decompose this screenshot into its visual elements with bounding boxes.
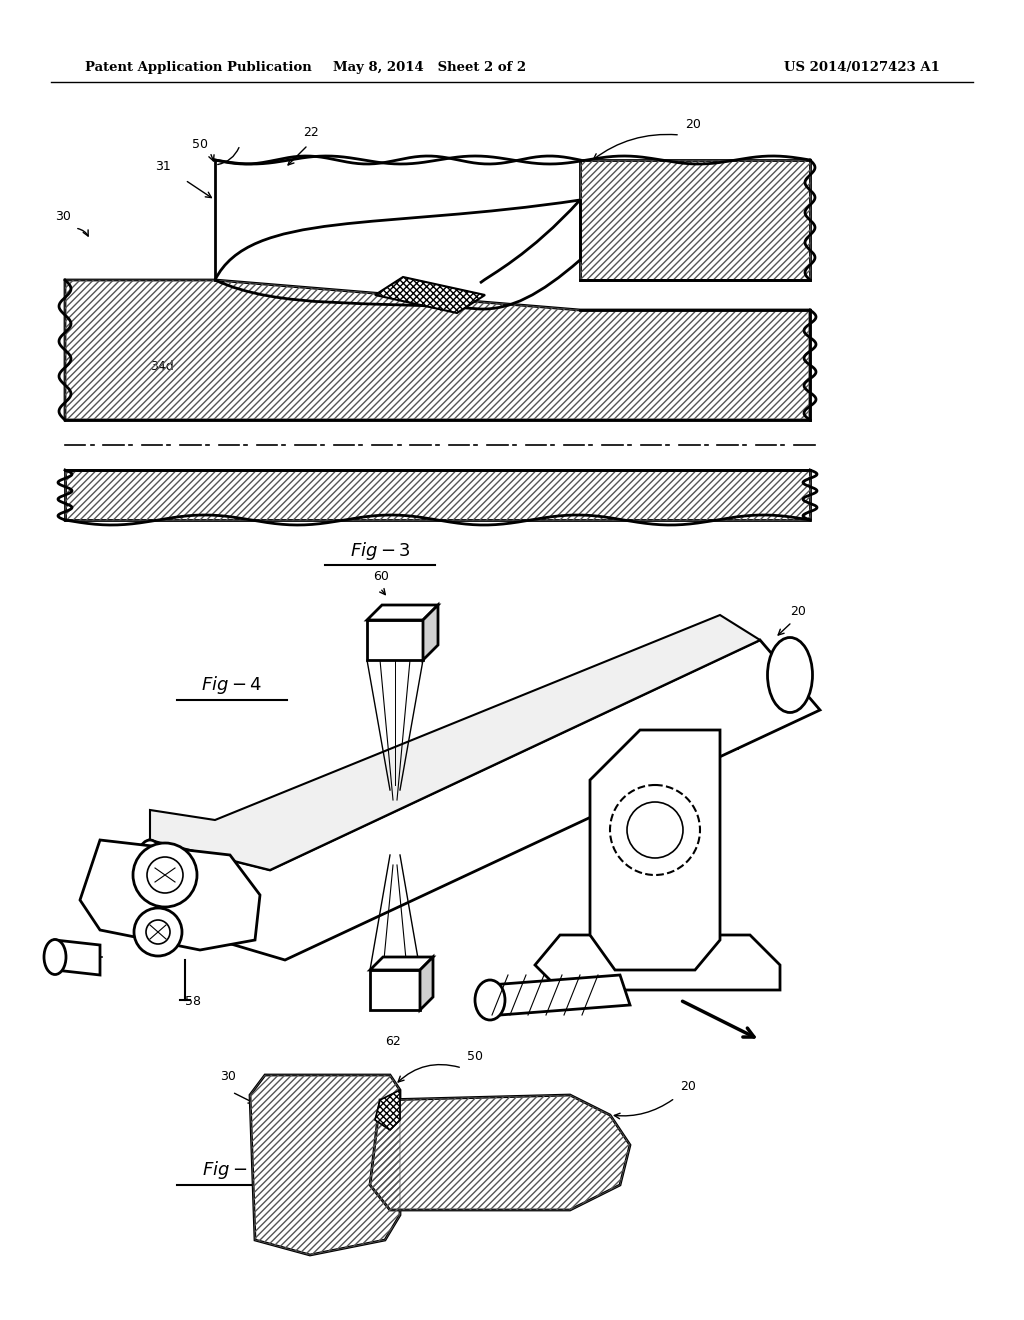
Circle shape xyxy=(133,843,197,907)
Polygon shape xyxy=(590,730,720,970)
Text: 50: 50 xyxy=(430,770,446,783)
Polygon shape xyxy=(65,470,810,520)
Ellipse shape xyxy=(132,840,168,920)
Polygon shape xyxy=(367,620,423,660)
Text: 50: 50 xyxy=(193,139,208,150)
Polygon shape xyxy=(490,975,630,1015)
Text: 30: 30 xyxy=(200,822,216,836)
Text: 20: 20 xyxy=(790,605,806,618)
Polygon shape xyxy=(150,615,760,870)
Text: 56: 56 xyxy=(50,945,66,958)
Text: 58: 58 xyxy=(185,995,201,1008)
Circle shape xyxy=(146,920,170,944)
Polygon shape xyxy=(535,935,780,990)
Text: 34d: 34d xyxy=(150,360,174,374)
Text: 50: 50 xyxy=(467,1049,483,1063)
Polygon shape xyxy=(370,970,420,1010)
Polygon shape xyxy=(423,605,438,660)
Polygon shape xyxy=(375,277,485,313)
Text: 20: 20 xyxy=(680,1080,696,1093)
Polygon shape xyxy=(80,840,260,950)
Text: May 8, 2014   Sheet 2 of 2: May 8, 2014 Sheet 2 of 2 xyxy=(334,62,526,74)
Ellipse shape xyxy=(768,638,812,713)
Polygon shape xyxy=(55,940,100,975)
Polygon shape xyxy=(250,1074,400,1255)
Circle shape xyxy=(134,908,182,956)
Text: Patent Application Publication: Patent Application Publication xyxy=(85,62,311,74)
Text: 47: 47 xyxy=(442,302,458,315)
Circle shape xyxy=(147,857,183,894)
Text: 62: 62 xyxy=(385,1035,400,1048)
Polygon shape xyxy=(580,160,810,280)
Polygon shape xyxy=(65,280,810,420)
Text: $\mathit{Fig-3}$: $\mathit{Fig-3}$ xyxy=(349,540,411,562)
Text: US 2014/0127423 A1: US 2014/0127423 A1 xyxy=(784,62,940,74)
Text: 31: 31 xyxy=(360,780,376,793)
Text: 60: 60 xyxy=(373,570,389,583)
Text: 20: 20 xyxy=(685,117,700,131)
Text: 30: 30 xyxy=(55,210,71,223)
Ellipse shape xyxy=(44,940,66,974)
Ellipse shape xyxy=(475,979,505,1020)
Text: 22: 22 xyxy=(303,125,318,139)
Text: 31: 31 xyxy=(155,160,171,173)
Text: 54: 54 xyxy=(725,741,741,752)
Text: 30: 30 xyxy=(220,1071,236,1082)
Circle shape xyxy=(610,785,700,875)
Polygon shape xyxy=(420,957,433,1010)
Text: 52: 52 xyxy=(480,1005,496,1018)
Polygon shape xyxy=(370,1096,630,1210)
Circle shape xyxy=(627,803,683,858)
Polygon shape xyxy=(370,957,433,970)
Polygon shape xyxy=(150,640,820,960)
Polygon shape xyxy=(375,1090,400,1130)
Text: $\mathit{Fig-5}$: $\mathit{Fig-5}$ xyxy=(202,1159,262,1181)
Polygon shape xyxy=(367,605,438,620)
Text: $\mathit{Fig-4}$: $\mathit{Fig-4}$ xyxy=(202,675,263,696)
